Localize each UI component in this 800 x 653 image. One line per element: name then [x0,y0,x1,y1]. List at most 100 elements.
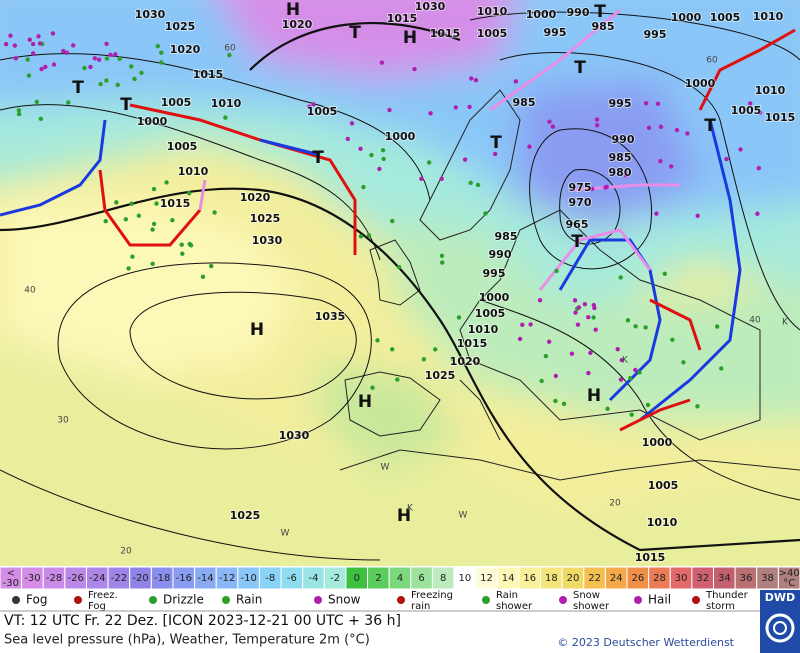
copyright: © 2023 Deutscher Wetterdienst [557,636,734,649]
legend-label: shower [496,601,533,612]
weather-symbol [628,376,633,381]
weather-symbol [539,378,544,384]
colorbar-label: 2 [375,573,381,584]
weather-symbol [553,398,558,404]
weather-symbol [396,264,402,270]
isobar-label: 990 [612,133,635,146]
colorbar-label: -14 [197,573,213,584]
weather-symbol [150,227,155,232]
isobar-label: 1030 [135,8,166,21]
weather-symbol [92,56,98,61]
colorbar-label: -2 [330,573,340,584]
grid-label: 40 [24,286,36,296]
weather-symbol [439,176,444,181]
weather-symbol [591,315,596,320]
weather-symbol [625,318,631,323]
weather-symbol [375,338,380,343]
colorbar-label: -16 [176,573,192,584]
weather-symbol [643,101,649,106]
weather-symbol [654,211,659,216]
weather-symbol [543,353,549,359]
weather-symbol [456,315,462,320]
isobar-label: 1035 [315,310,346,323]
weather-symbol [582,302,588,307]
legend-label: Fog [88,601,106,612]
weather-symbol [591,302,597,308]
legend-label: Thunder [705,590,749,601]
weather-symbol [473,78,479,83]
colorbar-label: 4 [397,573,403,584]
colorbar-label: 16 [523,573,536,584]
weather-symbol [595,123,600,128]
isobar-label: 1015 [765,111,796,124]
weather-symbol [115,82,120,88]
colorbar-label: -24 [89,573,105,584]
weather-symbol [104,78,109,83]
weather-symbol [421,357,427,362]
weather-symbol [419,176,424,182]
weather-symbol [432,347,438,352]
isobar-label: 1010 [468,323,499,336]
colorbar-label: -22 [111,573,127,584]
isobar-label: 970 [569,196,592,209]
isobar-label: 1015 [635,551,666,564]
isobar-label: 1020 [240,191,271,204]
isobar-label: 1000 [526,8,557,21]
weather-symbol [623,173,629,178]
weather-symbol [527,144,532,149]
isobar-label: 1010 [211,97,242,110]
legend-symbol [397,596,405,604]
weather-symbol [186,190,192,196]
legend-label: rain [411,601,430,612]
weather-symbol [588,350,593,356]
weather-symbol [212,210,217,215]
weather-symbol [492,151,498,157]
weather-symbol [187,241,192,247]
weather-symbol [123,217,129,222]
weather-symbol [629,412,634,417]
weather-symbol [572,298,578,303]
weather-symbol [586,315,591,320]
weather-symbol [98,81,103,87]
grid-label: 30 [57,416,69,426]
isobar-label: 1005 [731,104,762,117]
pressure-center: T [349,23,361,43]
legend-label: Freez. [88,590,118,601]
weather-symbol [39,66,44,72]
weather-symbol [38,116,44,122]
isobar-label: 1015 [160,197,191,210]
weather-symbol [136,213,142,218]
weather-symbol [50,31,56,36]
isobar-label: 1015 [193,68,224,81]
weather-symbol [547,119,552,124]
isobar-label: 990 [567,6,590,19]
weather-symbol [670,337,675,343]
weather-symbol [130,254,135,259]
weather-symbol [114,200,119,205]
legend-label: Snow [573,590,600,601]
weather-symbol [633,367,638,373]
weather-symbol [369,152,374,158]
isobar-label: 1030 [252,234,283,247]
pressure-center: H [286,0,300,20]
weather-symbol [658,124,664,129]
pressure-center: H [397,506,411,526]
isobar-label: 1025 [230,509,261,522]
weather-symbol [379,60,385,65]
colorbar-label: -28 [46,573,62,584]
colorbar-label: 34 [718,573,731,584]
pressure-center: T [594,2,606,22]
legend-symbol [12,596,20,604]
weather-symbol [738,147,743,152]
isobar-label: 1025 [250,212,281,225]
isobar-label: 1010 [178,165,209,178]
legend-label: Snow [328,593,361,607]
isobar-label: 980 [609,166,632,179]
colorbar-label: 28 [653,573,666,584]
weather-symbol [366,233,372,238]
weather-symbol [113,52,118,57]
isobar-label: 1010 [753,10,784,23]
weather-symbol [554,268,559,274]
